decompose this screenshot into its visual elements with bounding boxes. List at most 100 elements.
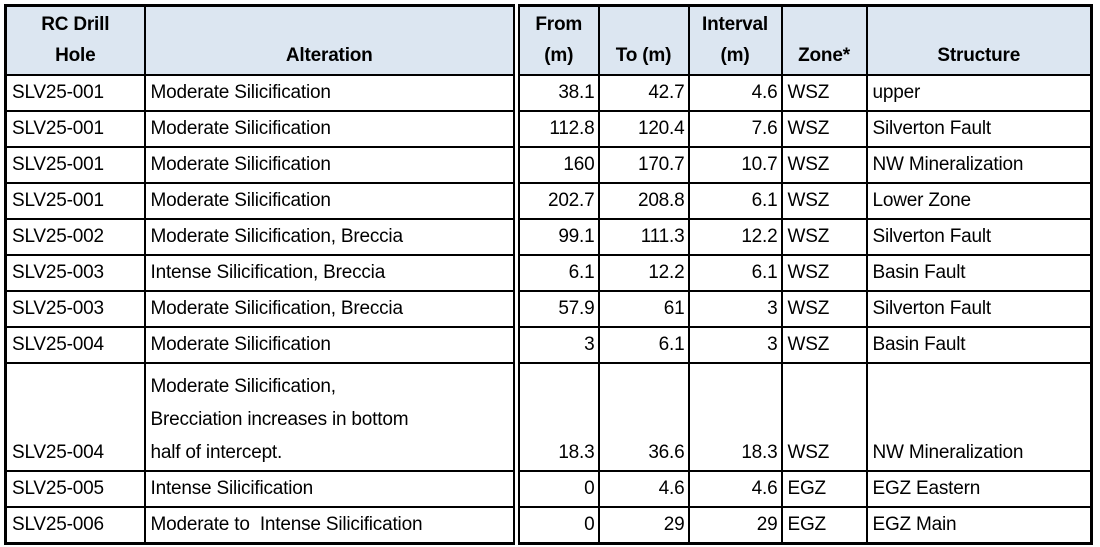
column-header-alteration: Alteration	[143, 4, 520, 76]
cell-hole: SLV25-001	[4, 181, 146, 220]
cell-zone: WSZ	[780, 109, 868, 148]
cell-from: 202.7	[515, 181, 600, 220]
cell-hole: SLV25-004	[4, 361, 146, 472]
cell-structure: NW Mineralization	[865, 145, 1093, 184]
cell-to: 42.7	[597, 73, 690, 112]
column-header-structure: Structure	[865, 4, 1093, 76]
cell-to: 12.2	[597, 253, 690, 292]
cell-interval: 3	[687, 325, 783, 364]
cell-alteration: Intense Silicification, Breccia	[143, 253, 520, 292]
column-header-from: From (m)	[515, 4, 600, 76]
header-line: From	[535, 13, 583, 35]
table-row: SLV25-002 Moderate Silicification, Brecc…	[4, 217, 1093, 256]
cell-from: 38.1	[515, 73, 600, 112]
cell-hole: SLV25-002	[4, 217, 146, 256]
header-line: Structure	[937, 44, 1021, 66]
cell-to: 120.4	[597, 109, 690, 148]
cell-to: 4.6	[597, 469, 690, 508]
cell-zone: EGZ	[780, 469, 868, 508]
cell-hole: SLV25-004	[4, 325, 146, 364]
cell-structure: Silverton Fault	[865, 289, 1093, 328]
table-body: SLV25-001 Moderate Silicification 38.1 4…	[4, 73, 1093, 544]
column-header-interval: Interval (m)	[687, 4, 783, 76]
cell-hole: SLV25-001	[4, 73, 146, 112]
cell-alteration: Moderate Silicification, Breccia	[143, 217, 520, 256]
cell-to: 61	[597, 289, 690, 328]
cell-zone: WSZ	[780, 325, 868, 364]
cell-interval: 18.3	[687, 361, 783, 472]
column-header-rc-drill-hole: RC Drill Hole	[4, 4, 146, 76]
cell-zone: EGZ	[780, 505, 868, 544]
cell-zone: WSZ	[780, 145, 868, 184]
cell-to: 36.6	[597, 361, 690, 472]
drill-results-table: RC Drill Hole Alteration From (m) To (m)…	[4, 4, 1093, 545]
cell-alteration: Moderate Silicification, Brecciation inc…	[143, 361, 520, 472]
table-row: SLV25-001 Moderate Silicification 202.7 …	[4, 181, 1093, 220]
table-row: SLV25-004 Moderate Silicification 3 6.1 …	[4, 325, 1093, 364]
table-row: SLV25-001 Moderate Silicification 160 17…	[4, 145, 1093, 184]
cell-from: 99.1	[515, 217, 600, 256]
cell-from: 160	[515, 145, 600, 184]
cell-to: 111.3	[597, 217, 690, 256]
cell-interval: 4.6	[687, 73, 783, 112]
cell-interval: 6.1	[687, 181, 783, 220]
cell-hole: SLV25-003	[4, 289, 146, 328]
cell-structure: upper	[865, 73, 1093, 112]
cell-zone: WSZ	[780, 289, 868, 328]
table-header: RC Drill Hole Alteration From (m) To (m)…	[4, 4, 1093, 76]
table-row: SLV25-003 Intense Silicification, Brecci…	[4, 253, 1093, 292]
cell-zone: WSZ	[780, 253, 868, 292]
cell-hole: SLV25-001	[4, 145, 146, 184]
cell-alteration: Moderate Silicification	[143, 109, 520, 148]
cell-zone: WSZ	[780, 361, 868, 472]
cell-from: 3	[515, 325, 600, 364]
column-header-zone: Zone*	[780, 4, 868, 76]
cell-interval: 29	[687, 505, 783, 544]
cell-alteration: Moderate Silicification	[143, 325, 520, 364]
cell-structure: Silverton Fault	[865, 217, 1093, 256]
header-line: RC Drill	[41, 13, 110, 35]
cell-from: 0	[515, 469, 600, 508]
header-row: RC Drill Hole Alteration From (m) To (m)…	[4, 4, 1093, 76]
cell-structure: Basin Fault	[865, 325, 1093, 364]
cell-structure: Silverton Fault	[865, 109, 1093, 148]
cell-zone: WSZ	[780, 181, 868, 220]
cell-from: 57.9	[515, 289, 600, 328]
cell-to: 170.7	[597, 145, 690, 184]
table-row: SLV25-005 Intense Silicification 0 4.6 4…	[4, 469, 1093, 508]
cell-structure: EGZ Eastern	[865, 469, 1093, 508]
cell-from: 6.1	[515, 253, 600, 292]
cell-interval: 6.1	[687, 253, 783, 292]
cell-from: 0	[515, 505, 600, 544]
table-row: SLV25-001 Moderate Silicification 112.8 …	[4, 109, 1093, 148]
header-line: Zone*	[798, 44, 850, 66]
cell-to: 6.1	[597, 325, 690, 364]
cell-structure: EGZ Main	[865, 505, 1093, 544]
cell-structure: Basin Fault	[865, 253, 1093, 292]
cell-hole: SLV25-003	[4, 253, 146, 292]
cell-interval: 3	[687, 289, 783, 328]
cell-structure: NW Mineralization	[865, 361, 1093, 472]
header-line: Hole	[55, 44, 96, 66]
cell-alteration: Intense Silicification	[143, 469, 520, 508]
cell-interval: 4.6	[687, 469, 783, 508]
cell-alteration: Moderate Silicification	[143, 145, 520, 184]
table-row: SLV25-003 Moderate Silicification, Brecc…	[4, 289, 1093, 328]
cell-from: 18.3	[515, 361, 600, 472]
table-row: SLV25-001 Moderate Silicification 38.1 4…	[4, 73, 1093, 112]
header-line: Interval	[702, 13, 768, 35]
header-line: To (m)	[615, 44, 672, 66]
cell-from: 112.8	[515, 109, 600, 148]
header-line: (m)	[544, 44, 574, 66]
cell-alteration: Moderate Silicification, Breccia	[143, 289, 520, 328]
cell-structure: Lower Zone	[865, 181, 1093, 220]
cell-hole: SLV25-001	[4, 109, 146, 148]
cell-alteration: Moderate Silicification	[143, 181, 520, 220]
header-line: (m)	[720, 44, 750, 66]
cell-interval: 10.7	[687, 145, 783, 184]
cell-interval: 12.2	[687, 217, 783, 256]
cell-to: 29	[597, 505, 690, 544]
cell-zone: WSZ	[780, 73, 868, 112]
table-row: SLV25-006 Moderate to Intense Silicifica…	[4, 505, 1093, 544]
